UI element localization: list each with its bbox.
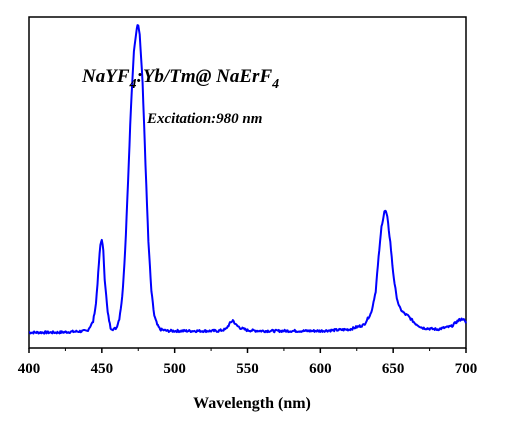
- formula-mid: :Yb/Tm@ NaErF: [137, 66, 273, 87]
- formula-sub-1: 4: [129, 77, 137, 92]
- x-ticks: [28, 348, 467, 353]
- x-axis-title: Wavelength (nm): [193, 395, 311, 412]
- x-tick-label-450: 450: [91, 361, 114, 377]
- excitation-annotation: Excitation:980 nm: [146, 111, 262, 127]
- formula-sub-2: 4: [271, 77, 279, 92]
- formula-annotation: NaYF4:Yb/Tm@ NaErF4: [81, 66, 279, 92]
- x-tick-label-700: 700: [455, 361, 478, 377]
- x-tick-label-650: 650: [382, 361, 405, 377]
- x-tick-label-600: 600: [309, 361, 332, 377]
- x-tick-labels: 400 450 500 550 600 650 700: [18, 361, 478, 377]
- x-tick-label-550: 550: [236, 361, 259, 377]
- x-tick-label-500: 500: [163, 361, 186, 377]
- formula-base: NaYF: [81, 66, 130, 87]
- series-line: [28, 24, 467, 335]
- x-tick-label-400: 400: [18, 361, 41, 377]
